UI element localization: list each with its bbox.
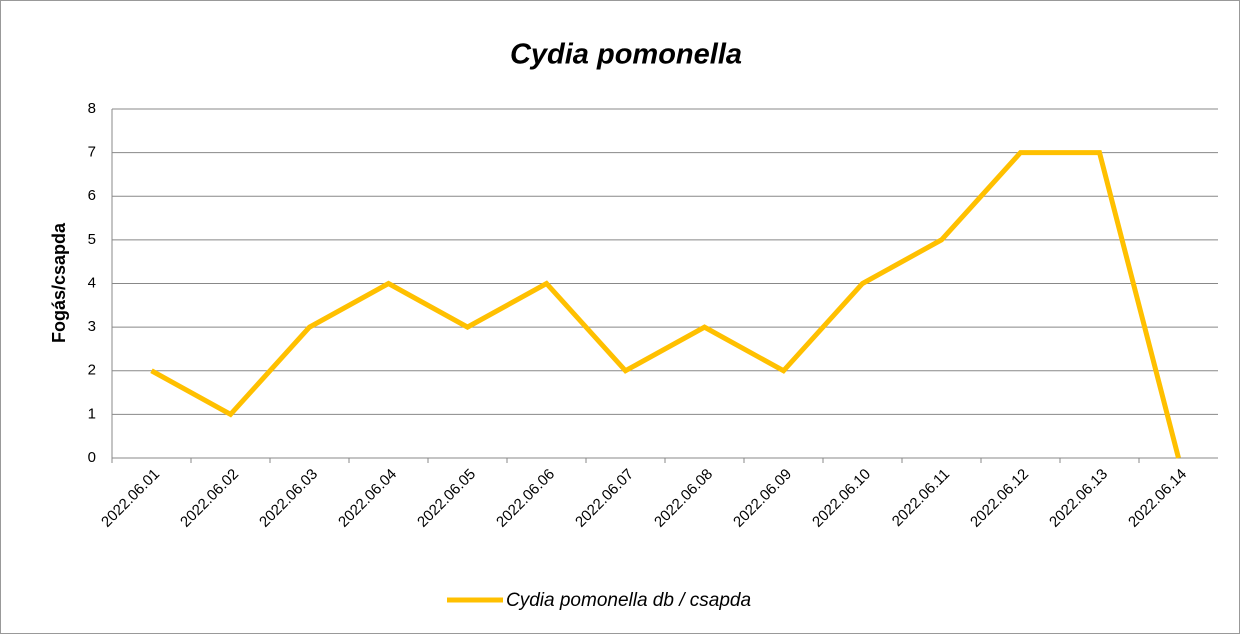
y-tick-label: 0	[88, 449, 96, 466]
y-tick-label: 8	[88, 100, 96, 117]
y-tick-label: 2	[88, 362, 96, 379]
y-tick-label: 1	[88, 405, 96, 422]
y-axis-label: Fogás/csapda	[49, 222, 69, 343]
y-tick-label: 3	[88, 318, 96, 335]
legend-label: Cydia pomonella db / csapda	[506, 590, 751, 611]
chart-title: Cydia pomonella	[510, 39, 742, 71]
y-tick-label: 5	[88, 231, 96, 248]
data-line	[150, 150, 1181, 459]
y-tick-label: 7	[88, 144, 96, 161]
y-tick-label: 4	[88, 274, 96, 291]
y-tick-label: 6	[88, 187, 96, 204]
